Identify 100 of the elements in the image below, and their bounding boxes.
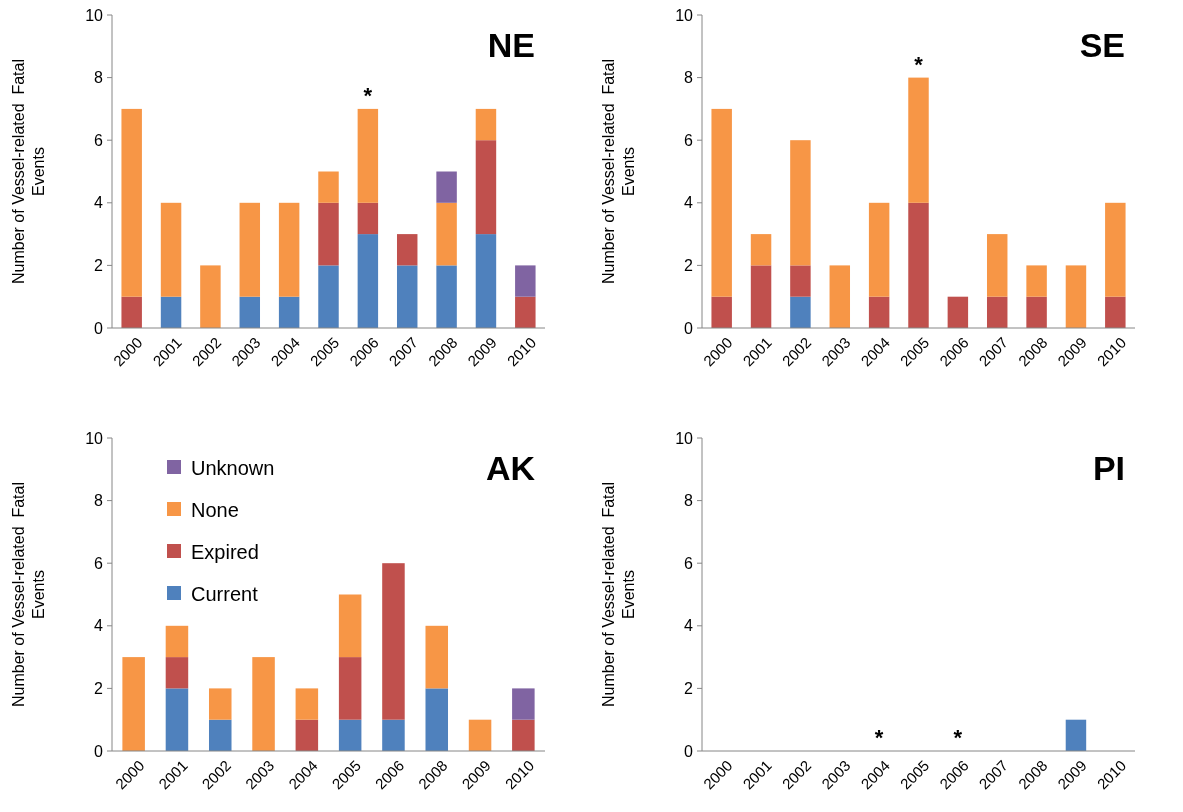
bar	[475, 108, 497, 141]
bar	[338, 594, 362, 658]
bar	[425, 625, 449, 689]
bar	[868, 202, 890, 297]
bar	[475, 140, 497, 235]
bar	[396, 234, 418, 266]
bar	[711, 108, 732, 297]
y-tick-label: 2	[94, 257, 104, 274]
y-tick-label: 10	[85, 429, 104, 447]
bar	[468, 719, 492, 751]
bar	[908, 202, 929, 328]
bar	[357, 202, 379, 235]
bar	[425, 688, 449, 751]
y-tick-label: 0	[94, 319, 104, 337]
chart-title: SE	[1079, 26, 1125, 64]
y-tick-label: 10	[675, 6, 694, 24]
bar	[160, 202, 182, 297]
y-axis-title: Number of Vessel-related Fatal Events	[600, 59, 637, 284]
y-tick-label: 6	[94, 554, 104, 572]
y-axis-title: Number of Vessel-related Fatal Events	[10, 482, 47, 707]
chart-title: NE	[487, 26, 535, 64]
legend-label: Expired	[191, 541, 259, 563]
bar	[868, 296, 890, 328]
y-axis-title: Number of Vessel-related Fatal Events	[10, 59, 47, 284]
bar	[790, 296, 811, 328]
bar	[1105, 296, 1126, 328]
y-tick-label: 4	[684, 617, 694, 635]
y-tick-label: 0	[94, 742, 104, 760]
bar	[1105, 202, 1126, 297]
annotation: *	[363, 82, 373, 108]
bar	[318, 202, 339, 266]
y-tick-label: 6	[94, 131, 104, 149]
bar	[208, 719, 232, 751]
bar	[165, 625, 189, 658]
chart-title: AK	[485, 449, 536, 487]
bar	[165, 657, 189, 689]
y-tick-label: 10	[85, 6, 104, 24]
bar	[515, 296, 536, 328]
bar	[711, 296, 732, 328]
y-tick-label: 0	[684, 742, 694, 760]
bar	[295, 719, 319, 751]
bar	[121, 108, 142, 297]
chart-title: PI	[1092, 449, 1125, 487]
y-tick-label: 8	[684, 69, 694, 87]
bar	[382, 563, 405, 720]
bar	[121, 296, 142, 328]
y-tick-label: 8	[94, 69, 104, 87]
y-tick-label: 6	[684, 554, 694, 572]
bar	[986, 296, 1008, 328]
bar	[512, 688, 535, 720]
bar	[436, 171, 457, 203]
y-tick-label: 8	[684, 492, 694, 510]
bar	[1065, 265, 1087, 328]
bar	[160, 296, 182, 328]
bar	[165, 688, 189, 751]
bar	[396, 265, 418, 328]
y-tick-label: 6	[684, 131, 694, 149]
bar	[790, 265, 811, 297]
y-tick-label: 2	[684, 680, 694, 697]
bar	[357, 108, 379, 203]
y-axis-title: Number of Vessel-related Fatal Events	[600, 482, 637, 707]
bar	[122, 657, 145, 751]
bar	[338, 719, 362, 751]
bar	[278, 296, 300, 328]
y-tick-label: 8	[94, 492, 104, 510]
bar	[295, 688, 319, 720]
y-tick-label: 2	[94, 680, 104, 697]
bar	[1026, 296, 1047, 328]
bar	[208, 688, 232, 720]
legend-label: Current	[191, 583, 259, 605]
bar	[252, 657, 275, 751]
bar	[515, 265, 536, 297]
bar	[750, 265, 772, 328]
y-tick-label: 2	[684, 257, 694, 274]
bar	[318, 265, 339, 328]
y-tick-label: 4	[684, 194, 694, 212]
bar	[829, 265, 851, 328]
bar	[357, 234, 379, 328]
y-tick-label: 10	[675, 429, 694, 447]
bar	[436, 265, 457, 328]
bar	[200, 265, 221, 328]
annotation: *	[953, 725, 963, 750]
bar	[278, 202, 300, 297]
bar	[436, 202, 457, 266]
bar	[475, 234, 497, 328]
annotation: *	[914, 51, 924, 77]
bar	[790, 140, 811, 266]
y-tick-label: 4	[94, 194, 104, 212]
bar	[947, 296, 969, 328]
bar	[382, 719, 405, 751]
bar	[908, 77, 929, 203]
annotation: *	[874, 725, 884, 750]
bar	[338, 657, 362, 720]
legend-label: None	[191, 499, 239, 521]
y-tick-label: 0	[684, 319, 694, 337]
bar	[1026, 265, 1047, 297]
bar	[239, 202, 261, 297]
bar	[512, 719, 535, 751]
y-tick-label: 4	[94, 617, 104, 635]
bar	[318, 171, 339, 203]
